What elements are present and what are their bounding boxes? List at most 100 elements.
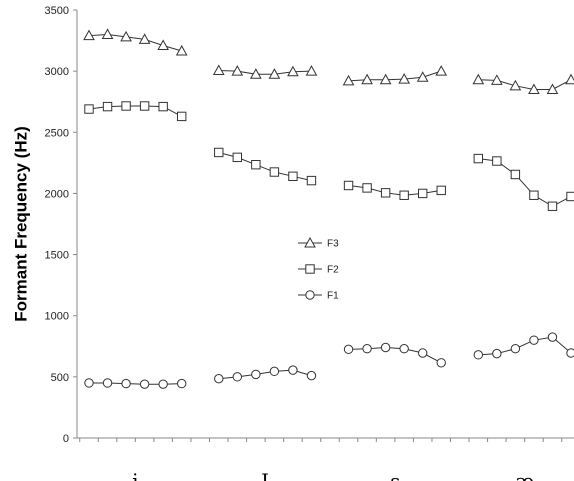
series-line-f2 (478, 158, 572, 207)
legend-marker-square (305, 264, 315, 274)
data-point-f2 (399, 190, 409, 200)
data-point-f2 (139, 101, 150, 111)
data-point-f1 (343, 344, 354, 355)
data-point-f1 (362, 344, 372, 354)
data-point-f2 (121, 101, 131, 111)
vowel-group-2 (212, 64, 318, 384)
data-point-f1 (547, 332, 558, 342)
data-point-f1 (510, 344, 521, 354)
vowel-group-4 (472, 73, 574, 360)
data-point-f2 (547, 201, 558, 211)
data-point-f1 (566, 348, 574, 358)
legend-marker-triangle (304, 236, 316, 248)
data-point-f3 (546, 83, 559, 94)
data-point-f2 (269, 167, 280, 177)
data-point-f3 (509, 79, 522, 91)
data-point-f3 (231, 65, 244, 76)
data-point-f1 (139, 379, 150, 389)
data-point-f1 (214, 373, 224, 384)
y-tick-label: 500 (51, 372, 69, 384)
data-point-f2 (158, 101, 168, 112)
data-point-f3 (565, 73, 574, 85)
legend-label: F1 (327, 291, 339, 302)
data-point-f2 (306, 175, 317, 186)
data-point-f3 (101, 28, 114, 39)
data-point-f1 (121, 378, 131, 389)
vowel-label: ɛ (390, 469, 400, 481)
y-tick-label: 2500 (45, 127, 69, 139)
y-tick-label: 3000 (45, 66, 69, 78)
series-line-f1 (348, 347, 442, 364)
legend-marker-circle (305, 290, 315, 300)
data-point-f1 (399, 344, 409, 354)
data-point-f3 (138, 33, 151, 44)
data-point-f1 (306, 370, 317, 381)
data-point-f2 (529, 190, 539, 200)
legend-item-f3: F3 (298, 236, 339, 250)
data-point-f2 (102, 101, 113, 112)
data-point-f2 (417, 188, 428, 199)
legend-label: F2 (327, 265, 339, 276)
data-point-f3 (490, 74, 503, 85)
vowel-group-3 (342, 65, 448, 368)
data-point-f3 (268, 68, 281, 79)
vowel-label: I (261, 469, 269, 481)
series-line-f3 (348, 70, 442, 82)
data-point-f3 (342, 74, 355, 86)
data-point-f1 (288, 365, 298, 375)
y-tick-label: 3500 (45, 5, 69, 17)
x-ticks (79, 438, 563, 442)
data-point-f2 (343, 180, 354, 191)
vowel-group-1 (83, 28, 188, 389)
vowel-label: i (132, 469, 138, 481)
data-point-f2 (362, 183, 372, 193)
data-point-f3 (83, 29, 95, 41)
y-tick-label: 1000 (45, 311, 69, 323)
data-point-f2 (492, 156, 502, 166)
data-point-f1 (529, 335, 539, 345)
data-point-f3 (157, 39, 170, 50)
data-point-f1 (417, 348, 428, 358)
data-point-f1 (436, 358, 446, 368)
legend-item-f1: F1 (298, 290, 339, 302)
y-tick-label: 2000 (45, 188, 69, 200)
data-point-f3 (212, 64, 225, 76)
data-point-f3 (175, 44, 188, 56)
vowel-label: æ (515, 469, 534, 481)
data-point-f1 (473, 350, 484, 360)
y-tick-label: 0 (63, 433, 69, 445)
data-point-f3 (249, 68, 262, 79)
data-point-f3 (435, 65, 448, 76)
data-point-f1 (251, 369, 261, 380)
series-line-f1 (478, 336, 572, 356)
data-point-f2 (232, 152, 243, 163)
legend-label: F3 (327, 239, 339, 250)
data-point-f3 (528, 83, 540, 94)
data-point-f3 (305, 65, 318, 76)
data-point-f3 (398, 73, 411, 84)
data-point-f3 (472, 73, 485, 85)
data-point-f2 (84, 104, 94, 114)
data-point-f2 (380, 188, 391, 198)
data-point-f1 (158, 379, 168, 389)
data-point-f2 (510, 169, 521, 180)
data-point-f1 (84, 378, 94, 388)
axes (76, 10, 574, 439)
data-point-f3 (416, 71, 429, 82)
legend: F3 F2 F1 (298, 236, 339, 302)
series-layer (83, 28, 574, 389)
data-point-f3 (361, 73, 373, 85)
data-point-f2 (176, 111, 187, 122)
data-point-f2 (214, 147, 224, 158)
data-point-f1 (232, 372, 243, 382)
y-axis-title: Formant Frequency (Hz) (11, 126, 30, 322)
data-point-f2 (288, 171, 298, 182)
data-point-f2 (473, 153, 484, 164)
legend-item-f2: F2 (298, 264, 339, 276)
data-point-f2 (436, 185, 446, 196)
data-point-f1 (176, 378, 187, 389)
data-point-f1 (380, 342, 391, 353)
data-point-f1 (269, 366, 280, 377)
data-point-f1 (492, 348, 502, 359)
